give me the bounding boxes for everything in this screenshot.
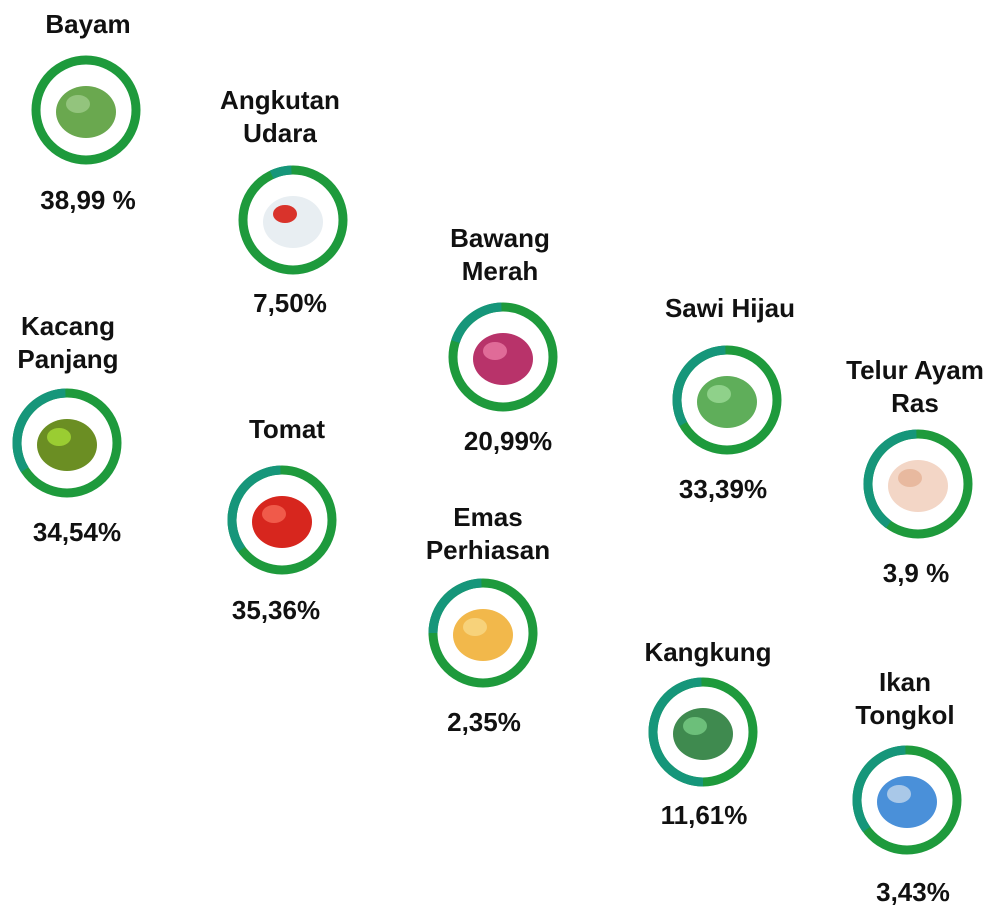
item-percent: 11,61% [660,800,748,830]
item-label: Sawi Hijau [664,293,796,323]
item-label: Kangkung [644,637,772,667]
item-label: Bawang Merah [450,223,550,286]
ring-segment [227,465,281,553]
ring-segment [672,345,726,427]
item-percent: 34,54% [32,517,122,547]
item-percent: 3,9 % [882,558,950,588]
item-percent: 38,99 % [40,185,136,215]
icon-highlight [707,385,731,403]
ring-segment [428,578,482,634]
item-percent: 3,43% [876,877,950,907]
item-label: Ikan Tongkol [855,667,955,730]
ring-segment [852,745,906,833]
item-percent: 20,99% [463,426,553,456]
icon-highlight [898,469,922,487]
item-label: Tomat [248,414,326,444]
ring-segment [12,388,66,473]
ring-segment [863,429,917,529]
icon [888,460,948,512]
ring-segment [648,677,704,787]
icon-highlight [47,428,71,446]
icon [877,776,937,828]
icon-highlight [262,505,286,523]
icon [37,419,97,471]
item-percent: 33,39% [678,474,768,504]
icon [263,196,323,248]
item-label: Telur Ayam Ras [846,355,984,418]
icon [473,333,533,385]
icon-highlight [463,618,487,636]
icon-highlight [483,342,507,360]
icon-highlight [887,785,911,803]
item-label: Bayam [45,9,131,39]
item-label: Emas Perhiasan [425,502,551,565]
icon [453,609,513,661]
ring-segment [269,165,292,179]
ring-segment [451,302,502,344]
item-label: Kacang Panjang [17,311,119,374]
icon-highlight [683,717,707,735]
item-label: Angkutan Udara [220,85,340,148]
icon-highlight [273,205,297,223]
icon [697,376,757,428]
icon [56,86,116,138]
item-percent: 7,50% [253,288,327,318]
icon [673,708,733,760]
icon-highlight [66,95,90,113]
item-percent: 2,35% [447,707,521,737]
icon [252,496,312,548]
item-percent: 35,36% [231,595,321,625]
